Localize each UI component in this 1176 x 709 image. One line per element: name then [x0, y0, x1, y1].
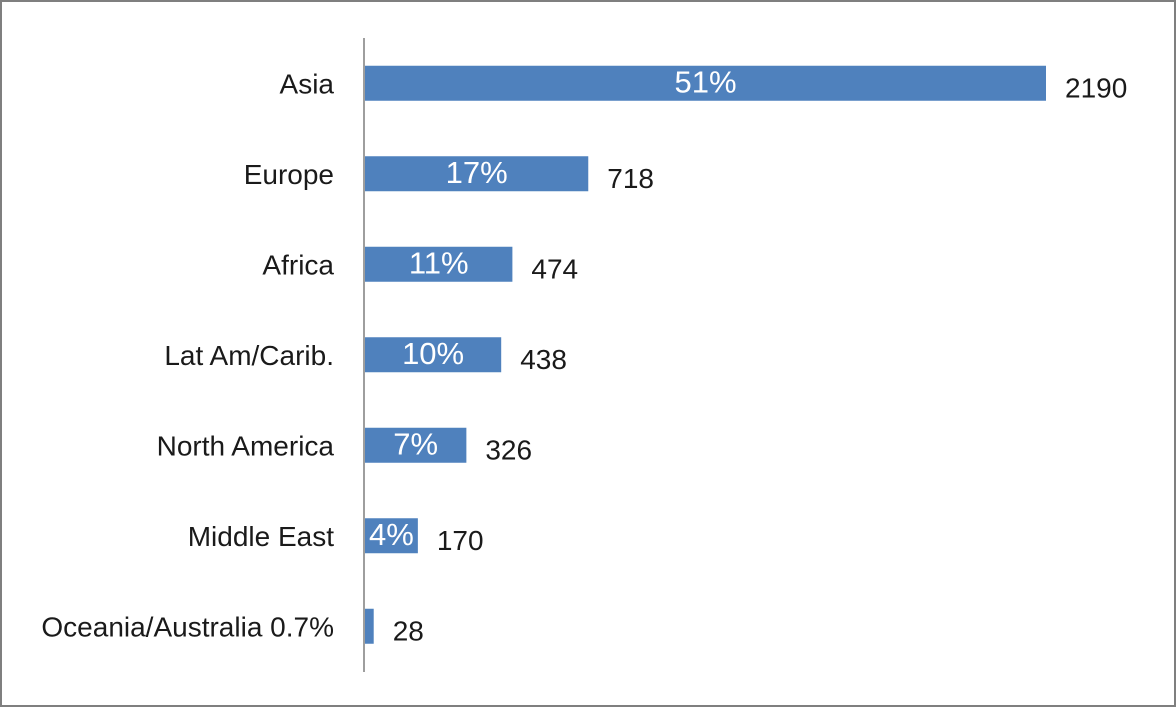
bar-2	[365, 246, 513, 282]
bar-1	[365, 156, 589, 192]
value-label: 28	[393, 615, 424, 646]
category-label: Lat Am/Carib.	[164, 340, 334, 371]
bar-3	[365, 337, 502, 373]
value-label: 718	[607, 163, 654, 194]
category-label: Africa	[262, 249, 334, 280]
percent-label: 51%	[674, 64, 736, 99]
bar-5	[365, 518, 418, 554]
value-label: 326	[485, 434, 532, 465]
category-label: Middle East	[188, 521, 335, 552]
percent-label: 11%	[409, 245, 469, 280]
labels-layer: Asia 2190 51% Europe 718 17% Africa 474 11% Lat A…	[41, 64, 1127, 646]
percent-label: 10%	[402, 336, 464, 371]
category-label: Europe	[244, 159, 334, 190]
value-label: 474	[531, 253, 578, 284]
category-label: Asia	[280, 68, 335, 99]
percent-label: 7%	[393, 426, 438, 461]
value-label: 438	[520, 344, 567, 375]
bar-0	[365, 65, 1046, 101]
bars-layer	[365, 65, 1046, 644]
category-label: North America	[157, 430, 335, 461]
category-label: Oceania/Australia 0.7%	[41, 611, 334, 642]
value-label: 2190	[1065, 72, 1127, 103]
percent-label: 4%	[369, 517, 414, 552]
bar-4	[365, 427, 467, 463]
bar-6	[365, 608, 374, 644]
percent-label: 17%	[446, 155, 508, 190]
value-label: 170	[437, 525, 484, 556]
